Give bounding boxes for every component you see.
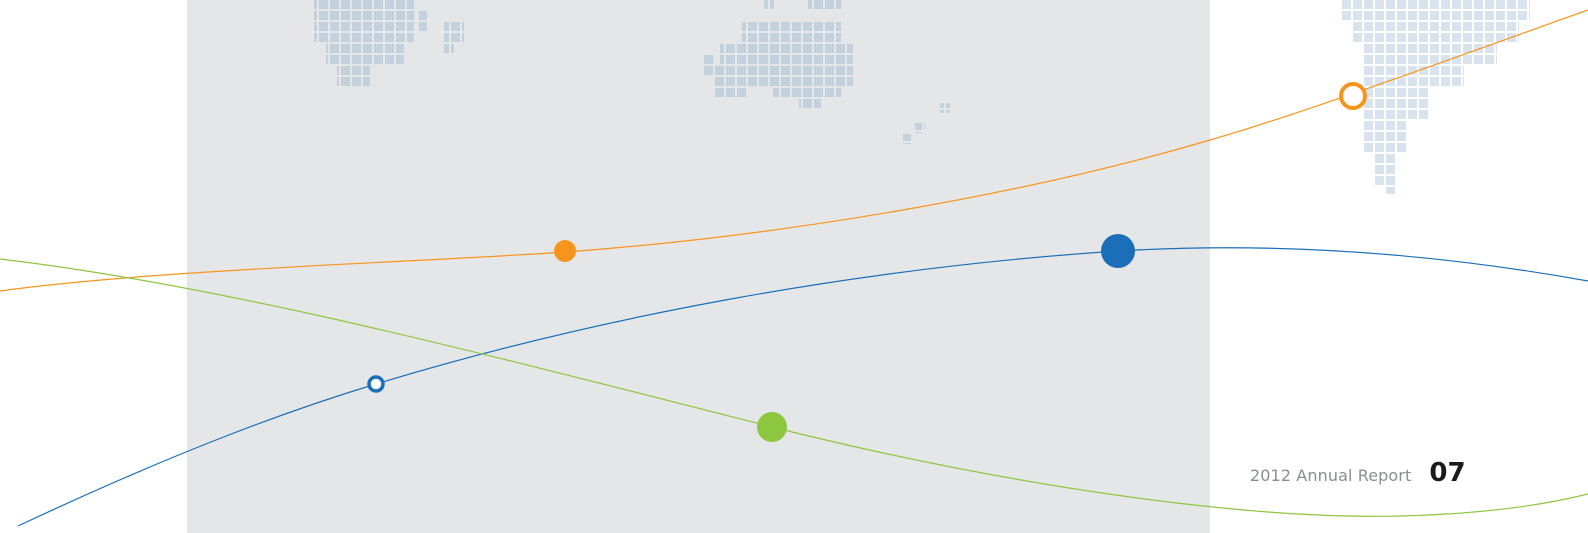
blue-curve: [17, 234, 1588, 527]
blue-ring-dot: [367, 375, 385, 393]
page-number: 07: [1429, 458, 1466, 488]
orange-filled-dot: [554, 240, 576, 262]
report-title: 2012 Annual Report: [1250, 466, 1412, 485]
blue-filled-dot: [1101, 234, 1135, 268]
green-curve: [0, 258, 1588, 517]
page-footer: 2012 Annual Report 07: [1250, 458, 1466, 492]
dotted-world-map: [314, 0, 1530, 194]
orange-curve: [0, 9, 1588, 292]
orange-ring-dot: [1339, 82, 1367, 110]
gray-background-panel: [187, 0, 1210, 533]
green-filled-dot: [757, 412, 787, 442]
